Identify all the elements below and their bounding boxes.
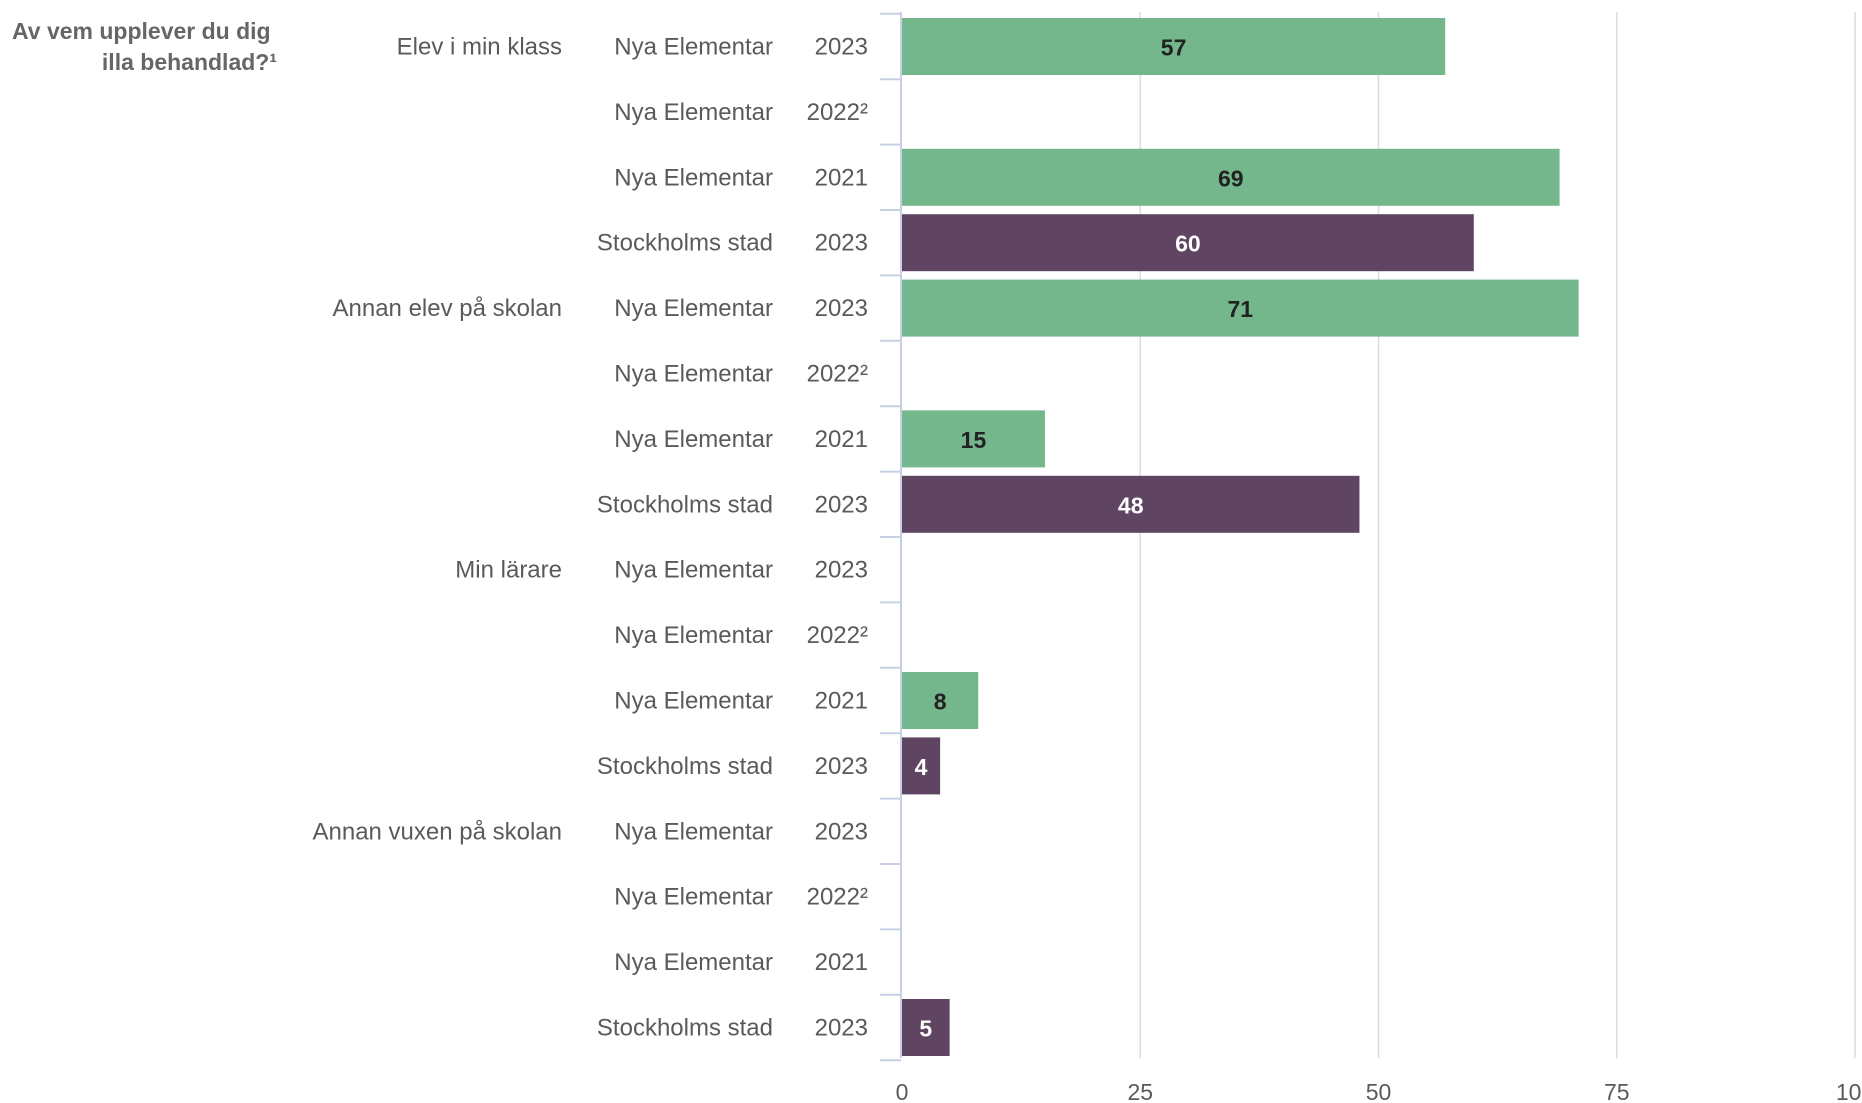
bar — [902, 148, 1560, 206]
x-tick-label: 50 — [1366, 1079, 1392, 1103]
group-label: Stockholms stad — [597, 230, 773, 257]
bar-value-label: 57 — [1161, 35, 1187, 61]
bar-value-label: 71 — [1228, 296, 1254, 322]
group-label: Nya Elementar — [614, 295, 773, 322]
x-tick-label: 75 — [1604, 1079, 1630, 1103]
group-label: Nya Elementar — [614, 99, 773, 126]
year-label: 2021 — [815, 164, 868, 191]
year-label: 2023 — [815, 491, 868, 518]
bar-value-label: 5 — [919, 1016, 932, 1042]
bar-value-label: 69 — [1218, 165, 1244, 191]
bar — [902, 475, 1360, 533]
chart-title-line-1: Av vem upplever du dig — [12, 18, 271, 44]
bar-value-label: 15 — [961, 427, 987, 453]
x-tick-label: 25 — [1127, 1079, 1153, 1103]
year-label: 2023 — [815, 557, 868, 584]
bar — [902, 737, 941, 795]
year-label: 2023 — [815, 295, 868, 322]
group-label: Nya Elementar — [614, 622, 773, 649]
bar-value-label: 8 — [934, 689, 947, 715]
group-label: Nya Elementar — [614, 557, 773, 584]
group-label: Stockholms stad — [597, 1015, 773, 1042]
bar-layer: 57 69 60 71 15 48 8 4 5 — [902, 18, 1579, 1056]
year-label: 2022² — [807, 361, 868, 388]
group-label: Nya Elementar — [614, 884, 773, 911]
year-label: 2022² — [807, 99, 868, 126]
year-label: 2023 — [815, 818, 868, 845]
group-label: Nya Elementar — [614, 818, 773, 845]
x-axis: 0 25 50 75 100 — [880, 12, 1862, 1103]
year-label: 2023 — [815, 230, 868, 257]
year-label: 2021 — [815, 426, 868, 453]
bar-value-label: 4 — [915, 754, 928, 780]
bar — [902, 672, 979, 729]
category-label: Elev i min klass — [397, 34, 562, 61]
x-tick-label: 100 — [1836, 1079, 1862, 1103]
year-label: 2023 — [815, 753, 868, 780]
bar — [902, 279, 1579, 337]
year-label: 2021 — [815, 949, 868, 976]
year-label: 2022² — [807, 622, 868, 649]
bar — [902, 214, 1474, 272]
group-label: Nya Elementar — [614, 688, 773, 715]
chart-title-line-2: illa behandlad?¹ — [102, 49, 277, 75]
bar — [902, 999, 950, 1056]
year-label: 2023 — [815, 1015, 868, 1042]
category-label: Annan vuxen på skolan — [312, 818, 562, 845]
chart-title: Av vem upplever du dig illa behandlad?¹ — [12, 18, 277, 75]
group-label: Nya Elementar — [614, 949, 773, 976]
group-label: Nya Elementar — [614, 361, 773, 388]
year-label: 2022² — [807, 884, 868, 911]
bar — [902, 18, 1446, 75]
group-label: Nya Elementar — [614, 164, 773, 191]
group-label: Stockholms stad — [597, 753, 773, 780]
group-label: Stockholms stad — [597, 491, 773, 518]
year-label: 2023 — [815, 34, 868, 61]
category-label: Annan elev på skolan — [333, 295, 563, 322]
bar-value-label: 48 — [1118, 492, 1144, 518]
group-label: Nya Elementar — [614, 34, 773, 61]
x-tick-label: 0 — [896, 1079, 909, 1103]
group-label: Nya Elementar — [614, 426, 773, 453]
year-label: 2021 — [815, 688, 868, 715]
bar — [902, 410, 1045, 468]
category-label: Min lärare — [455, 557, 562, 584]
label-layer: Elev i min klass Nya Elementar 2023 Nya Ele… — [312, 34, 868, 1042]
bar-value-label: 60 — [1175, 231, 1201, 257]
